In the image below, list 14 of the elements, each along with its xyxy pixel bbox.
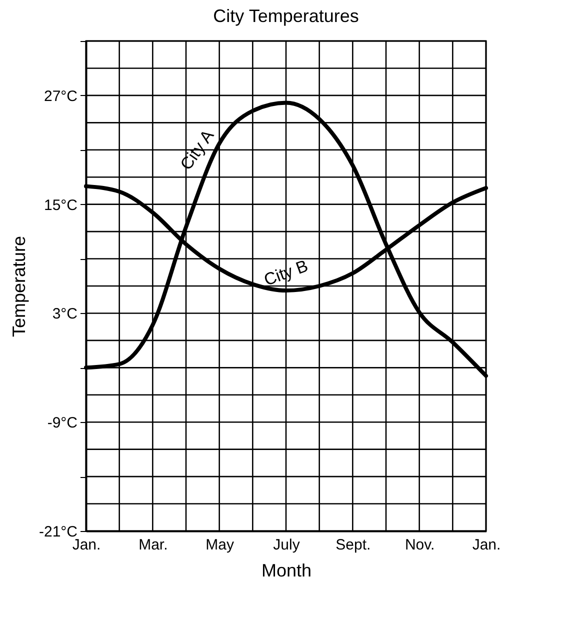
x-axis-title: Month bbox=[261, 560, 312, 580]
x-tick-label: Mar. bbox=[138, 536, 168, 554]
chart-title: City Temperatures bbox=[213, 6, 359, 26]
y-tick-label: 15°C bbox=[44, 196, 78, 214]
text: City B bbox=[261, 256, 311, 290]
x-tick-label: July bbox=[273, 536, 300, 554]
x-tick-label: Sept. bbox=[336, 536, 371, 554]
x-tick-label: May bbox=[206, 536, 234, 554]
y-tick-label: 27°C bbox=[44, 88, 78, 105]
y-tick-label: -9°C bbox=[47, 414, 78, 432]
y-axis-title: Temperature bbox=[8, 236, 29, 338]
x-tick-label: Jan. bbox=[472, 536, 501, 554]
x-tick-label: Nov. bbox=[404, 536, 435, 554]
y-tick-label: 3°C bbox=[52, 306, 78, 323]
